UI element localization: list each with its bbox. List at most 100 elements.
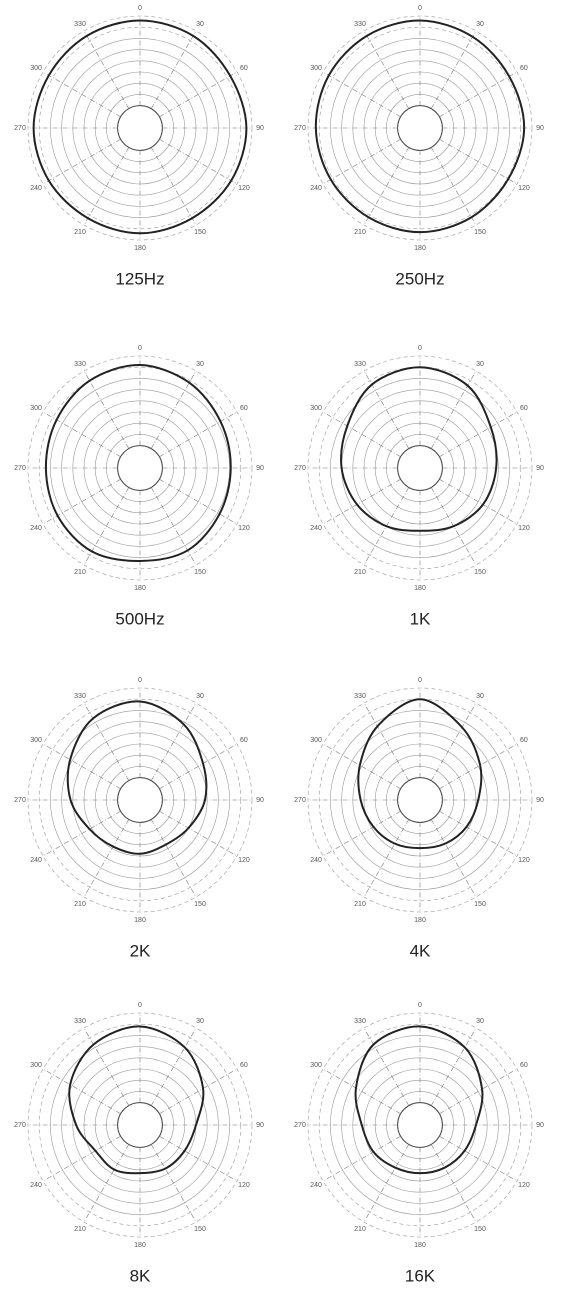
angle-label: 240 — [310, 857, 322, 864]
radial-grid-ring — [83, 71, 197, 185]
angle-spoke — [159, 743, 238, 790]
radial-grid-ring — [94, 82, 186, 174]
radial-grid-ring — [61, 49, 219, 207]
chart-title: 125Hz — [115, 269, 164, 288]
angle-label: 180 — [414, 917, 426, 924]
directivity-curve — [32, 19, 248, 235]
angle-label: 30 — [476, 693, 484, 700]
angle-label: 0 — [418, 5, 422, 12]
angle-label: 180 — [134, 1242, 146, 1249]
angle-label: 90 — [536, 797, 544, 804]
angle-label: 0 — [138, 5, 142, 12]
angle-label: 120 — [238, 1182, 250, 1189]
angle-label: 90 — [256, 1122, 264, 1129]
angle-spoke — [83, 1027, 130, 1106]
angle-label: 90 — [536, 465, 544, 472]
angle-label: 330 — [354, 361, 366, 368]
angle-spoke — [42, 810, 121, 857]
chart-title: 16K — [405, 1266, 436, 1285]
angle-label: 330 — [354, 693, 366, 700]
directivity-curve — [66, 700, 208, 855]
angle-label: 90 — [536, 1122, 544, 1129]
angle-label: 60 — [240, 65, 248, 72]
angle-label: 180 — [414, 245, 426, 252]
angle-spoke — [150, 487, 197, 566]
angle-label: 330 — [354, 21, 366, 28]
radial-grid-ring — [307, 15, 533, 241]
angle-spoke — [83, 702, 130, 781]
angle-spoke — [439, 478, 518, 525]
angle-spoke — [159, 478, 238, 525]
angle-spoke — [363, 147, 410, 226]
radial-grid-ring — [117, 1102, 163, 1148]
angle-spoke — [42, 1068, 121, 1115]
radial-grid-ring — [341, 1046, 499, 1204]
angle-spoke — [322, 1135, 401, 1182]
angle-label: 240 — [310, 1182, 322, 1189]
angle-spoke — [159, 71, 238, 118]
angle-spoke — [363, 370, 410, 449]
angle-label: 150 — [194, 229, 206, 236]
angle-spoke — [42, 138, 121, 185]
angle-spoke — [159, 1135, 238, 1182]
directivity-curve — [314, 19, 526, 234]
angle-label: 210 — [74, 901, 86, 908]
angle-spoke — [439, 138, 518, 185]
radial-grid-ring — [27, 1012, 253, 1238]
angle-spoke — [83, 1144, 130, 1223]
angle-label: 300 — [310, 737, 322, 744]
angle-label: 270 — [294, 125, 306, 132]
angle-spoke — [439, 810, 518, 857]
directivity-curve — [340, 366, 498, 532]
radial-grid-ring — [397, 777, 443, 823]
angle-label: 0 — [138, 677, 142, 684]
angle-label: 90 — [256, 125, 264, 132]
angle-label: 300 — [30, 405, 42, 412]
angle-label: 60 — [240, 737, 248, 744]
angle-label: 0 — [418, 1002, 422, 1009]
angle-spoke — [430, 1027, 477, 1106]
angle-spoke — [430, 30, 477, 109]
angle-spoke — [150, 147, 197, 226]
angle-label: 180 — [134, 245, 146, 252]
angle-spoke — [430, 147, 477, 226]
polar-chart: 0 30 60 90 120 150 180 210 240 270 300 330 500Hz — [14, 345, 264, 629]
angle-spoke — [150, 1027, 197, 1106]
angle-label: 150 — [194, 1226, 206, 1233]
angle-label: 120 — [518, 1182, 530, 1189]
radial-grid-ring — [38, 26, 242, 230]
radial-grid-ring — [27, 15, 253, 241]
angle-label: 180 — [414, 1242, 426, 1249]
radial-grid-ring — [318, 26, 522, 230]
angle-spoke — [322, 411, 401, 458]
angle-label: 0 — [138, 345, 142, 352]
angle-label: 210 — [354, 569, 366, 576]
radial-grid-ring — [318, 366, 522, 570]
angle-label: 270 — [14, 1122, 26, 1129]
angle-spoke — [42, 411, 121, 458]
radial-grid-ring — [94, 422, 186, 514]
radial-grid-ring — [341, 49, 499, 207]
angle-label: 150 — [474, 569, 486, 576]
chart-title: 4K — [410, 941, 431, 960]
angle-label: 210 — [354, 229, 366, 236]
angle-spoke — [322, 478, 401, 525]
angle-label: 240 — [30, 525, 42, 532]
radial-grid-ring — [397, 1102, 443, 1148]
angle-spoke — [83, 819, 130, 898]
angle-label: 270 — [14, 465, 26, 472]
radial-grid-ring — [363, 71, 477, 185]
angle-spoke — [430, 819, 477, 898]
angle-label: 210 — [74, 229, 86, 236]
angle-label: 60 — [520, 1062, 528, 1069]
radial-grid-ring — [94, 754, 186, 846]
angle-label: 0 — [418, 677, 422, 684]
radial-grid-ring — [117, 445, 163, 491]
polar-chart: 0 30 60 90 120 150 180 210 240 270 300 330 250Hz — [294, 5, 544, 289]
angle-spoke — [363, 1144, 410, 1223]
angle-label: 270 — [14, 797, 26, 804]
angle-label: 30 — [476, 21, 484, 28]
angle-spoke — [42, 1135, 121, 1182]
polar-chart: 0 30 60 90 120 150 180 210 240 270 300 330 1K — [294, 345, 544, 629]
